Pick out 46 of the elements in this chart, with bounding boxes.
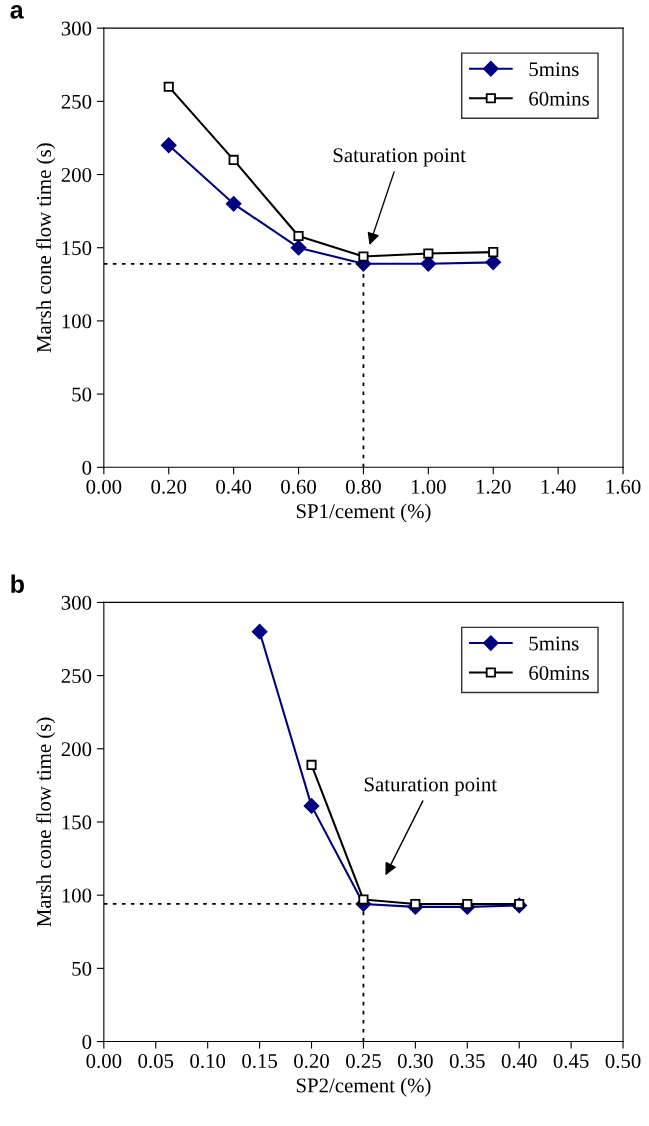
legend-label: 5mins xyxy=(529,62,579,77)
x-tick-label: 0.15 xyxy=(242,1053,278,1069)
y-axis-title: Marsh cone flow time (s) xyxy=(36,143,56,353)
x-tick-label: 0.05 xyxy=(138,1053,174,1069)
y-axis-title: Marsh cone flow time (s) xyxy=(36,717,56,927)
y-tick-label: 250 xyxy=(61,668,92,684)
y-tick-label: 50 xyxy=(72,961,92,976)
legend-label: 60mins xyxy=(529,91,589,106)
y-tick-label: 300 xyxy=(61,21,92,36)
y-tick-label: 50 xyxy=(72,387,92,402)
x-tick-label: 0.40 xyxy=(501,1053,537,1069)
x-tick-label: 0.00 xyxy=(86,1053,122,1069)
y-tick-label: 200 xyxy=(61,167,92,182)
annotation: Saturation point xyxy=(333,148,466,167)
y-tick-label: 300 xyxy=(61,595,92,610)
y-tick-label: 100 xyxy=(62,314,92,329)
y-tick-label: 0 xyxy=(82,1034,92,1049)
legend-label: 5mins xyxy=(529,636,579,651)
x-tick-label: 1.40 xyxy=(541,479,576,494)
chart-title: b xyxy=(11,574,24,593)
x-tick-label: 0.00 xyxy=(86,479,122,494)
y-tick-label: 0 xyxy=(82,460,92,475)
x-tick-label: 0.10 xyxy=(190,1053,226,1069)
x-axis-title: SP2/cement (%) xyxy=(296,1077,431,1097)
x-tick-label: 0.35 xyxy=(449,1053,485,1069)
x-tick-label: 1.20 xyxy=(476,479,511,494)
x-tick-label: 0.30 xyxy=(397,1053,433,1069)
y-tick-label: 250 xyxy=(61,94,92,109)
x-tick-label: 0.25 xyxy=(346,1053,381,1069)
legend-label: 60mins xyxy=(529,665,589,680)
x-tick-label: 0.50 xyxy=(605,1053,641,1069)
y-tick-label: 150 xyxy=(62,241,92,256)
x-tick-label: 0.20 xyxy=(151,479,187,494)
y-tick-label: 200 xyxy=(61,742,92,757)
x-axis-title: SP1/cement (%) xyxy=(296,503,431,523)
x-tick-label: 0.45 xyxy=(553,1053,589,1069)
x-tick-label: 0.20 xyxy=(294,1053,329,1069)
annotation: Saturation point xyxy=(364,777,497,796)
y-tick-label: 100 xyxy=(62,888,92,903)
y-tick-label: 150 xyxy=(62,815,92,830)
x-tick-label: 1.00 xyxy=(411,479,446,494)
x-tick-label: 0.60 xyxy=(281,479,316,494)
x-tick-label: 0.80 xyxy=(346,479,381,494)
x-tick-label: 0.40 xyxy=(216,479,252,494)
chart-title: a xyxy=(10,5,24,19)
x-tick-label: 1.60 xyxy=(606,479,641,494)
